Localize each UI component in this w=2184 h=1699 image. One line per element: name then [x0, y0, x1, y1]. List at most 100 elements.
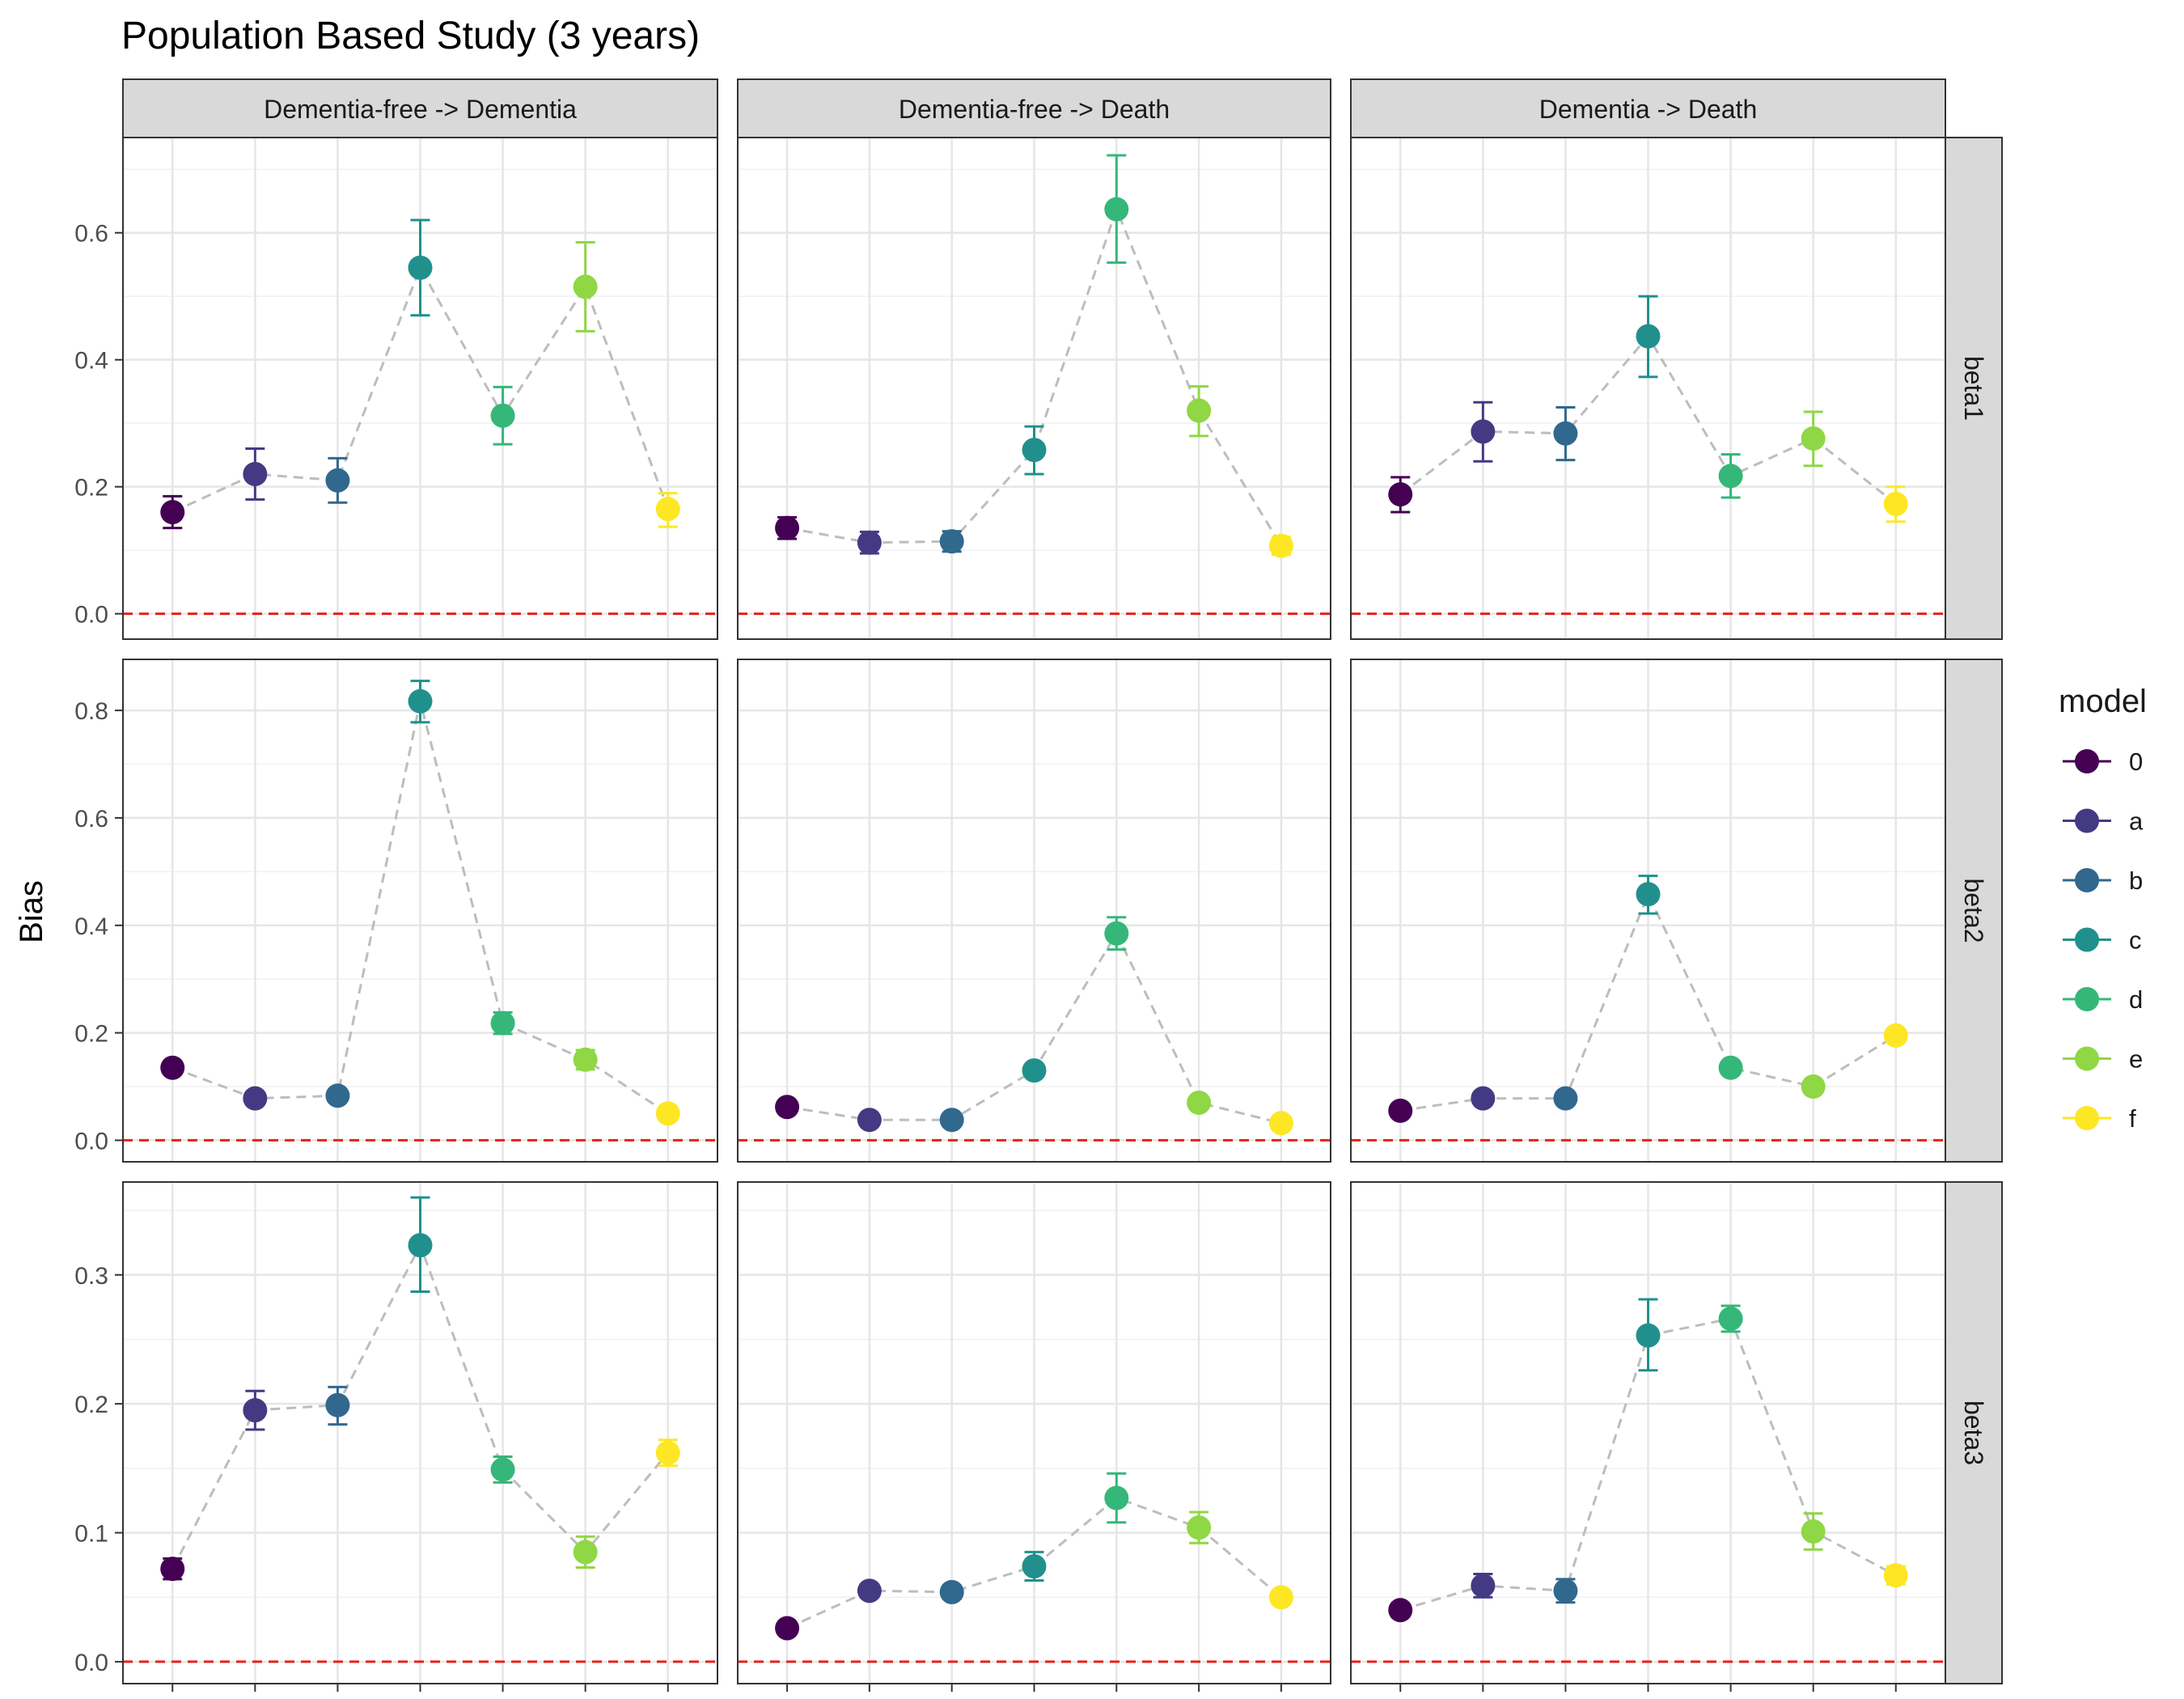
legend-key-point: [2075, 749, 2099, 773]
data-point: [1718, 1306, 1743, 1331]
data-point: [1388, 1598, 1413, 1623]
data-point: [775, 1616, 800, 1641]
legend-key: [2063, 927, 2111, 952]
column-strip: [737, 78, 1331, 138]
facet-panel: [122, 137, 718, 640]
data-point: [1187, 398, 1212, 423]
data-point: [160, 500, 185, 525]
legend-key: [2063, 749, 2111, 773]
legend-label: b: [2129, 866, 2143, 895]
y-tick-label: 0.6: [74, 221, 108, 248]
legend-key: [2063, 808, 2111, 833]
facet-panel: [737, 659, 1331, 1163]
data-point: [243, 461, 268, 486]
panel-grid: Dementia-free -> Dementia Dementia-free -…: [74, 78, 2003, 1692]
data-point: [775, 1095, 800, 1120]
y-tick-label: 0.0: [74, 602, 108, 629]
y-tick-label: 0.0: [74, 1650, 108, 1676]
chart-title: Population Based Study (3 years): [121, 15, 700, 57]
data-point: [1187, 1090, 1212, 1115]
y-tick-label: 0.3: [74, 1263, 108, 1290]
data-point: [939, 1108, 964, 1133]
legend-key: [2063, 868, 2111, 892]
data-point: [939, 1579, 964, 1604]
data-point: [1553, 1086, 1578, 1111]
data-point: [1104, 921, 1129, 946]
facet-panel: [122, 659, 718, 1163]
data-point: [1104, 197, 1129, 222]
data-point: [325, 1392, 350, 1417]
legend-label: d: [2129, 985, 2143, 1014]
legend-key: [2063, 1046, 2111, 1071]
data-point: [1883, 491, 1908, 516]
y-tick-label: 0.2: [74, 1392, 108, 1418]
data-point: [325, 1083, 350, 1108]
y-tick-label: 0.4: [74, 348, 108, 375]
data-point: [160, 1055, 185, 1080]
data-point: [1471, 1086, 1496, 1111]
data-point: [160, 1557, 185, 1582]
panel-border: [737, 659, 1331, 1163]
data-point: [857, 530, 882, 555]
data-point: [1388, 1098, 1413, 1123]
facet-panel: [737, 1181, 1331, 1684]
data-point: [655, 497, 680, 522]
data-point: [655, 1440, 680, 1465]
row-strip: [1945, 1181, 2003, 1684]
legend-key: [2063, 1106, 2111, 1130]
legend-key-point: [2075, 927, 2099, 952]
data-point: [490, 403, 515, 428]
column-strip-label: Dementia -> Death: [1539, 95, 1757, 124]
data-point: [655, 1101, 680, 1126]
data-point: [1022, 1553, 1047, 1578]
y-tick-label: 0.4: [74, 913, 108, 940]
data-point: [857, 1108, 882, 1133]
facet-panel: [122, 1181, 718, 1684]
y-tick-label: 0.8: [74, 698, 108, 725]
column-strip-label: Dementia-free -> Death: [899, 95, 1170, 124]
data-point: [1553, 421, 1578, 446]
facet-panel: [1350, 659, 1946, 1163]
data-point: [1268, 533, 1293, 558]
facet-panel: [1350, 137, 1946, 640]
data-point: [857, 1578, 882, 1604]
panel-border: [737, 137, 1331, 640]
panel-border: [122, 137, 718, 640]
facet-panel: [737, 137, 1331, 640]
data-point: [408, 1233, 433, 1258]
facet-panel: [1350, 1181, 1946, 1684]
data-point: [243, 1086, 268, 1111]
column-strip: [122, 78, 718, 138]
data-point: [408, 688, 433, 714]
data-point: [490, 1457, 515, 1482]
y-tick-label: 0.2: [74, 475, 108, 502]
legend: model 0 a b c d e f: [2059, 684, 2147, 1133]
data-point: [325, 468, 350, 493]
data-point: [1022, 438, 1047, 463]
legend-key-point: [2075, 1046, 2099, 1071]
data-point: [1883, 1023, 1908, 1048]
row-strip: [1945, 659, 2003, 1163]
y-axis-label: Bias: [14, 880, 49, 943]
panel-border: [1350, 137, 1946, 640]
y-tick-label: 0.2: [74, 1021, 108, 1048]
data-point: [1883, 1563, 1908, 1588]
legend-label: a: [2129, 807, 2144, 836]
y-tick-label: 0.1: [74, 1521, 108, 1548]
data-point: [1187, 1515, 1212, 1540]
data-point: [939, 529, 964, 554]
data-point: [408, 255, 433, 280]
row-strip-label: beta2: [1959, 878, 1988, 943]
data-point: [1718, 464, 1743, 489]
data-point: [573, 1540, 598, 1565]
legend-key-point: [2075, 987, 2099, 1011]
legend-label: 0: [2129, 748, 2143, 776]
data-point: [490, 1011, 515, 1036]
panel-border: [1350, 659, 1946, 1163]
data-point: [775, 515, 800, 540]
data-point: [1801, 1519, 1826, 1544]
legend-key-point: [2075, 808, 2099, 833]
column-strip-label: Dementia-free -> Dementia: [264, 95, 577, 124]
data-point: [1718, 1055, 1743, 1080]
